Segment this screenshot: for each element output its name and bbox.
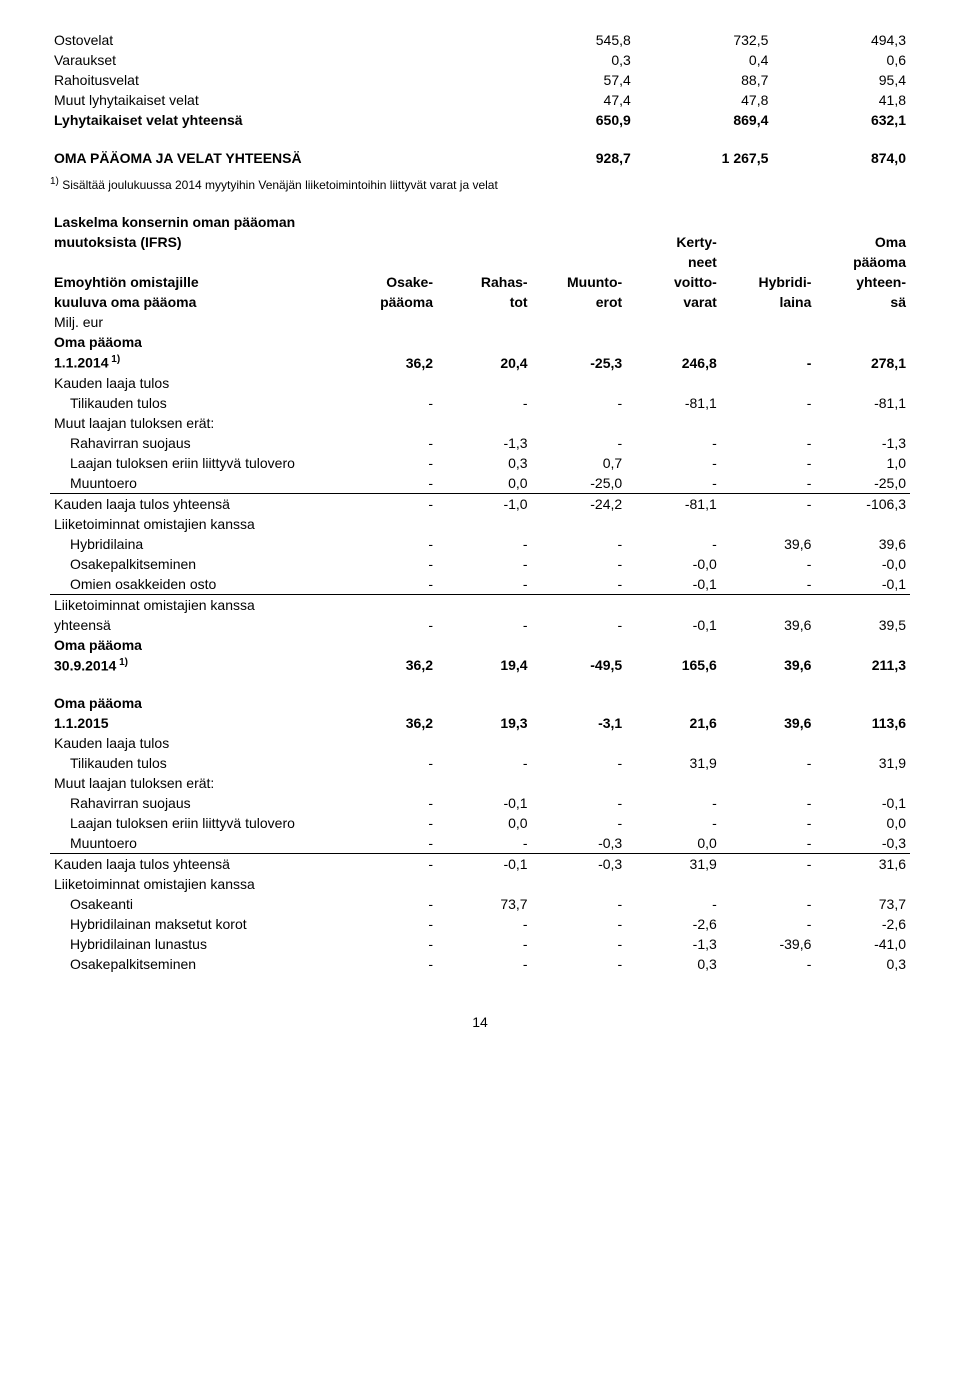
table-row: Varaukset0,30,40,6 bbox=[50, 50, 910, 70]
table-row: OMA PÄÄOMA JA VELAT YHTEENSÄ928,71 267,5… bbox=[50, 148, 910, 168]
table-row: Kauden laaja tulos bbox=[50, 373, 910, 393]
table-row: Muut lyhytaikaiset velat47,447,841,8 bbox=[50, 90, 910, 110]
table-row: Liiketoiminnat omistajien kanssa bbox=[50, 514, 910, 534]
equity-title-l2: muutoksista (IFRS) bbox=[50, 232, 342, 252]
table-row: Laajan tuloksen eriin liittyvä tulovero-… bbox=[50, 813, 910, 833]
table-row: Rahoitusvelat57,488,795,4 bbox=[50, 70, 910, 90]
footnote: 1) Sisältää joulukuussa 2014 myytyihin V… bbox=[50, 176, 910, 192]
table-row: Muut laajan tuloksen erät: bbox=[50, 413, 910, 433]
table-row: Osakeanti-73,7---73,7 bbox=[50, 894, 910, 914]
table-row: Muut laajan tuloksen erät: bbox=[50, 773, 910, 793]
table-row: Muuntoero---0,30,0--0,3 bbox=[50, 833, 910, 854]
equity-table: Laskelma konsernin oman pääoman muutoksi… bbox=[50, 212, 910, 974]
page-number: 14 bbox=[50, 1014, 910, 1030]
table-row: Omien osakkeiden osto----0,1--0,1 bbox=[50, 574, 910, 595]
table-row: Ostovelat545,8732,5494,3 bbox=[50, 30, 910, 50]
equity-title-l1: Laskelma konsernin oman pääoman bbox=[50, 212, 342, 232]
table-row: Osakepalkitseminen---0,3-0,3 bbox=[50, 954, 910, 974]
table-row: Hybridilaina----39,639,6 bbox=[50, 534, 910, 554]
table-row: Oma pääoma bbox=[50, 635, 910, 655]
table-row: Laajan tuloksen eriin liittyvä tulovero-… bbox=[50, 453, 910, 473]
table-row: Rahavirran suojaus--1,3----1,3 bbox=[50, 433, 910, 453]
footnote-mark: 1) bbox=[50, 176, 59, 187]
table-row: Tilikauden tulos----81,1--81,1 bbox=[50, 393, 910, 413]
table-row: Lyhytaikaiset velat yhteensä650,9869,463… bbox=[50, 110, 910, 130]
table-row: Oma pääoma bbox=[50, 693, 910, 713]
balance-table: Ostovelat545,8732,5494,3Varaukset0,30,40… bbox=[50, 30, 910, 168]
table-row: 1.1.201536,219,3-3,121,639,6113,6 bbox=[50, 713, 910, 733]
table-row: yhteensä----0,139,639,5 bbox=[50, 615, 910, 635]
table-row: Liiketoiminnat omistajien kanssa bbox=[50, 874, 910, 894]
table-row: Liiketoiminnat omistajien kanssa bbox=[50, 594, 910, 615]
table-row: Hybridilainan maksetut korot----2,6--2,6 bbox=[50, 914, 910, 934]
table-row: 30.9.2014 1)36,219,4-49,5165,639,6211,3 bbox=[50, 655, 910, 676]
table-row: Rahavirran suojaus--0,1----0,1 bbox=[50, 793, 910, 813]
table-row: Kauden laaja tulos yhteensä--0,1-0,331,9… bbox=[50, 854, 910, 875]
footnote-text: Sisältää joulukuussa 2014 myytyihin Venä… bbox=[62, 178, 498, 192]
table-row: Kauden laaja tulos bbox=[50, 733, 910, 753]
table-row: Hybridilainan lunastus----1,3-39,6-41,0 bbox=[50, 934, 910, 954]
table-row: Muuntoero-0,0-25,0---25,0 bbox=[50, 473, 910, 494]
table-row: Osakepalkitseminen----0,0--0,0 bbox=[50, 554, 910, 574]
table-row: Tilikauden tulos---31,9-31,9 bbox=[50, 753, 910, 773]
table-row: Oma pääoma bbox=[50, 332, 910, 352]
table-row: Kauden laaja tulos yhteensä--1,0-24,2-81… bbox=[50, 493, 910, 514]
table-row: 1.1.2014 1)36,220,4-25,3246,8-278,1 bbox=[50, 352, 910, 373]
